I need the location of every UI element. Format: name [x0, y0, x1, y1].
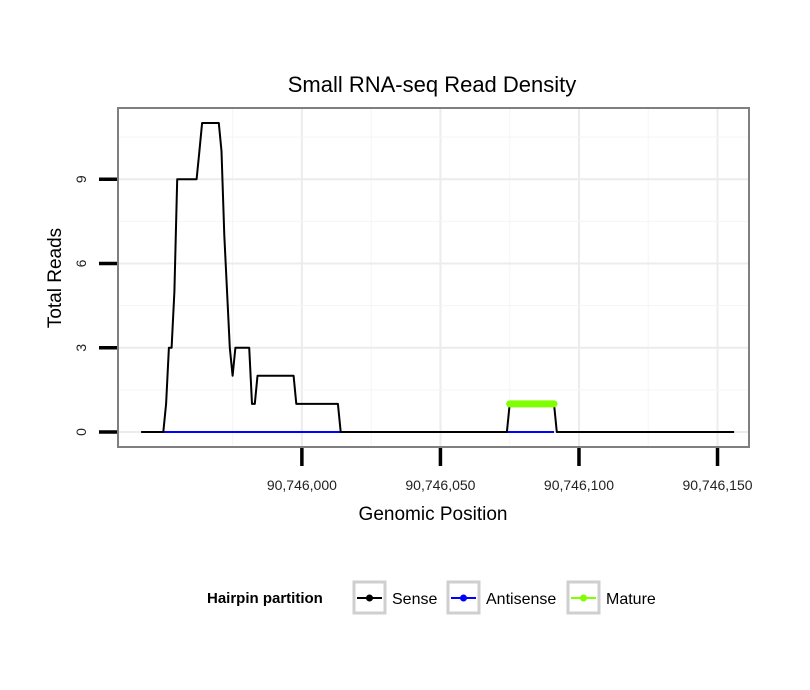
x-tick-label: 90,746,000 [267, 477, 337, 493]
grid [119, 109, 748, 446]
legend-key-point [580, 594, 587, 602]
y-tick-label: 3 [73, 344, 89, 352]
y-axis-label: Total Reads [45, 228, 66, 328]
legend-title: Hairpin partition [207, 590, 323, 607]
x-tick-label: 90,746,100 [544, 477, 614, 493]
x-tick-label: 90,746,150 [682, 477, 752, 493]
y-axis-ticks: 0 3 6 9 [73, 175, 117, 436]
chart-title: Small RNA-seq Read Density [288, 72, 577, 97]
y-tick-label: 9 [73, 175, 89, 183]
legend-key-point [366, 594, 373, 602]
x-tick-label: 90,746,050 [405, 477, 475, 493]
legend-label-antisense: Antisense [486, 591, 556, 608]
legend-label-sense: Sense [392, 591, 437, 608]
y-tick-label: 0 [73, 428, 89, 436]
x-axis-label: Genomic Position [359, 504, 508, 525]
legend-key-point [460, 594, 467, 602]
y-tick-label: 6 [73, 259, 89, 267]
legend-label-mature: Mature [606, 591, 656, 608]
series-line-sense [141, 122, 735, 433]
plot-panel-border [117, 107, 750, 448]
x-axis-ticks: 90,746,000 90,746,050 90,746,100 90,746,150 [267, 448, 753, 493]
series-lines [141, 122, 735, 433]
legend: Hairpin partition Sense Antisense Mature [207, 580, 656, 615]
